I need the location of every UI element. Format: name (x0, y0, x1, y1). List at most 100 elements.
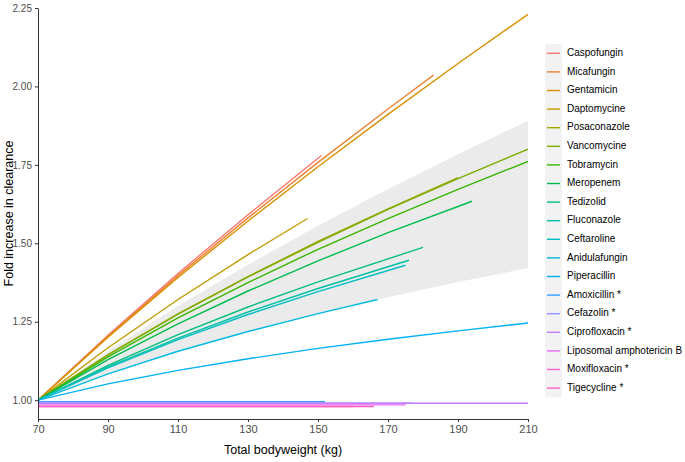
legend-label: Gentamicin (567, 84, 618, 95)
legend-key-background (545, 44, 562, 397)
marks (38, 14, 528, 406)
band (38, 121, 528, 401)
x-tick-label: 190 (449, 423, 467, 435)
y-tick-mark (35, 322, 38, 323)
legend-key (547, 276, 560, 277)
y-tick-mark (35, 8, 38, 9)
x-tick: 130 (239, 419, 257, 435)
series-line (38, 323, 528, 400)
series-line (38, 14, 528, 400)
x-tick-label: 110 (170, 423, 188, 435)
legend-label: Vancomycine (567, 140, 627, 151)
legend-key (547, 294, 560, 295)
series-line (38, 201, 472, 400)
y-tick: 2.25 (13, 3, 38, 14)
legend-label: Tigecycline * (567, 382, 623, 393)
legend-label: Amoxicillin * (567, 289, 621, 300)
x-tick: 150 (309, 419, 327, 435)
series-line (38, 161, 528, 400)
x-tick: 90 (102, 419, 114, 435)
legend-key (547, 239, 560, 240)
series-line (38, 265, 406, 400)
x-tick-mark (388, 419, 389, 422)
legend-label: Tobramycin (567, 159, 618, 170)
x-tick-mark (178, 419, 179, 422)
series-line (38, 401, 325, 402)
x-tick-label: 150 (309, 423, 327, 435)
series-line (38, 149, 528, 400)
legend-label: Anidulafungin (567, 252, 628, 263)
legend-key (547, 183, 560, 184)
y-tick: 1.00 (13, 395, 38, 406)
legend-label: Moxifloxacin * (567, 363, 629, 374)
legend-key (547, 146, 560, 147)
y-tick: 1.75 (13, 160, 38, 171)
series-line (38, 219, 308, 401)
y-tick-mark (35, 243, 38, 244)
y-tick-label: 2.25 (13, 3, 33, 14)
y-tick-mark (35, 400, 38, 401)
legend-key (547, 127, 560, 128)
plot: 70 90 110 130 150 170 190 210 1.00 1.25 1.50 1.75 2.… (13, 3, 538, 435)
legend-label: Ciprofloxacin * (567, 326, 632, 337)
y-axis-title: Fold increase in clearance (2, 141, 16, 287)
series-line (38, 406, 374, 407)
legend-key (547, 350, 560, 351)
y-tick: 2.00 (13, 81, 38, 92)
x-tick-label: 170 (379, 423, 397, 435)
y-axis-line (38, 9, 39, 420)
series-line (38, 403, 528, 404)
series-line (38, 247, 423, 400)
y-tick-mark (35, 165, 38, 166)
x-tick-mark (458, 419, 459, 422)
y-axis: 1.00 1.25 1.50 1.75 2.00 2.25 (13, 3, 39, 420)
legend-key (547, 387, 560, 388)
legend-key (547, 332, 560, 333)
y-tick-label: 1.25 (13, 316, 33, 327)
y-tick-mark (35, 86, 38, 87)
legend-label: Ceftaroline (567, 233, 616, 244)
legend-key (547, 257, 560, 258)
series-line (38, 260, 409, 400)
x-tick-mark (318, 419, 319, 422)
x-tick-mark (108, 419, 109, 422)
legend-label: Caspofungin (567, 47, 623, 58)
legend-label: Fluconazole (567, 214, 621, 225)
legend-label: Micafungin (567, 66, 615, 77)
y-tick: 1.50 (13, 238, 38, 249)
y-tick: 1.25 (13, 316, 38, 327)
y-tick-label: 1.00 (13, 395, 33, 406)
legend-label: Tedizolid (567, 196, 606, 207)
legend-key (547, 164, 560, 165)
series-line (38, 404, 406, 405)
x-tick-mark (528, 419, 529, 422)
legend-key (547, 90, 560, 91)
y-tick-label: 2.00 (13, 81, 33, 92)
series-line (38, 178, 458, 400)
legend-key (547, 71, 560, 72)
x-tick: 170 (379, 419, 397, 435)
legend-label: Meropenem (567, 177, 620, 188)
legend-key (547, 53, 560, 54)
x-tick-mark (248, 419, 249, 422)
x-tick-label: 70 (32, 423, 44, 435)
x-axis-title: Total bodyweight (kg) (224, 443, 342, 457)
legend-label: Daptomycine (567, 103, 626, 114)
legend-label: Liposomal amphotericin B * (567, 345, 685, 356)
x-axis: 70 90 110 130 150 170 190 210 (32, 419, 537, 435)
x-tick-label: 90 (102, 423, 114, 435)
legend-label: Piperacillin (567, 270, 615, 281)
chart: 70 90 110 130 150 170 190 210 1.00 1.25 1.50 1.75 2.… (0, 0, 685, 462)
legend-label: Posaconazole (567, 121, 630, 132)
series-line (38, 299, 378, 400)
legend-key (547, 108, 560, 109)
legend-key (547, 201, 560, 202)
x-axis-line (39, 419, 529, 420)
legend-key (547, 313, 560, 314)
legend-key (547, 220, 560, 221)
legend: Caspofungin Micafungin Gentamicin Daptomyci… (545, 44, 685, 397)
x-tick-label: 130 (239, 423, 257, 435)
x-tick: 210 (519, 419, 537, 435)
x-tick-label: 210 (519, 423, 537, 435)
x-tick: 190 (449, 419, 467, 435)
